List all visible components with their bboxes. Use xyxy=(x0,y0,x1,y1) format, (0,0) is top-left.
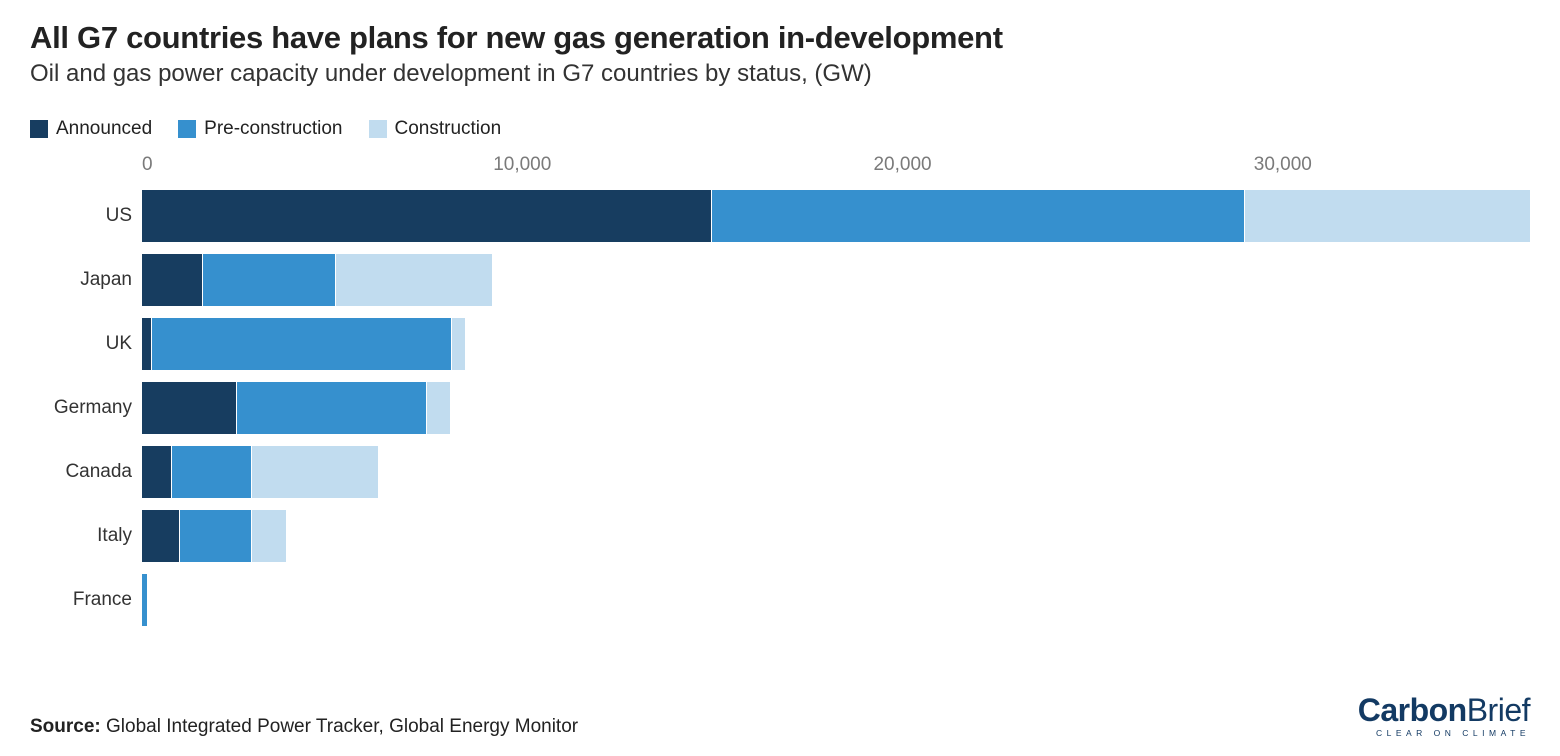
bar-row: Japan xyxy=(30,248,1530,312)
bar-row: Italy xyxy=(30,504,1530,568)
bar-track xyxy=(142,318,1530,370)
bar-row: Germany xyxy=(30,376,1530,440)
brand-logo: CarbonBrief CLEAR ON CLIMATE xyxy=(1358,694,1530,738)
chart: Announced Pre-construction Construction 0 1… xyxy=(30,118,1530,632)
legend-item: Announced xyxy=(30,118,152,140)
bar-segment xyxy=(336,254,492,306)
chart-title: All G7 countries have plans for new gas … xyxy=(30,20,1530,56)
bar-segment xyxy=(427,382,450,434)
source-text: Global Integrated Power Tracker, Global … xyxy=(106,716,578,737)
x-tick: 30,000 xyxy=(1254,154,1312,176)
bar-segment xyxy=(237,382,427,434)
legend-item: Pre-construction xyxy=(178,118,342,140)
bar-track xyxy=(142,382,1530,434)
legend-label: Construction xyxy=(395,118,502,140)
bar-row: UK xyxy=(30,312,1530,376)
bar-segment xyxy=(203,254,336,306)
chart-subtitle: Oil and gas power capacity under develop… xyxy=(30,60,1530,88)
x-tick: 10,000 xyxy=(493,154,551,176)
source-label: Source: xyxy=(30,716,101,737)
bar-track xyxy=(142,446,1530,498)
bar-segment xyxy=(142,254,203,306)
bar-row: US xyxy=(30,184,1530,248)
bar-segment xyxy=(1245,190,1530,242)
bar-row: Canada xyxy=(30,440,1530,504)
bar-track xyxy=(142,510,1530,562)
brand-tagline: CLEAR ON CLIMATE xyxy=(1358,728,1530,738)
bar-track xyxy=(142,190,1530,242)
legend: Announced Pre-construction Construction xyxy=(30,118,1530,140)
bar-segment xyxy=(142,510,180,562)
bar-segment xyxy=(142,446,172,498)
legend-label: Pre-construction xyxy=(204,118,342,140)
bar-segment xyxy=(252,446,377,498)
source-line: Source: Global Integrated Power Tracker,… xyxy=(30,716,578,738)
bar-segment xyxy=(142,382,237,434)
bar-track xyxy=(142,574,1530,626)
x-tick: 0 xyxy=(142,154,153,176)
legend-swatch xyxy=(30,120,48,138)
legend-swatch xyxy=(178,120,196,138)
x-tick: 20,000 xyxy=(873,154,931,176)
bar-segment xyxy=(452,318,465,370)
bar-segment xyxy=(142,190,712,242)
bar-segment xyxy=(180,510,252,562)
brand-name-bold: Carbon xyxy=(1358,692,1467,728)
bar-row: France xyxy=(30,568,1530,632)
legend-item: Construction xyxy=(369,118,502,140)
bar-segment xyxy=(172,446,252,498)
legend-label: Announced xyxy=(56,118,152,140)
bar-segment xyxy=(252,510,286,562)
bar-segment xyxy=(152,318,452,370)
brand-name-light: Brief xyxy=(1467,692,1530,728)
x-axis: 0 10,000 20,000 30,000 xyxy=(142,154,1530,180)
bar-track xyxy=(142,254,1530,306)
bar-segment xyxy=(142,574,147,626)
legend-swatch xyxy=(369,120,387,138)
bar-segment xyxy=(712,190,1244,242)
